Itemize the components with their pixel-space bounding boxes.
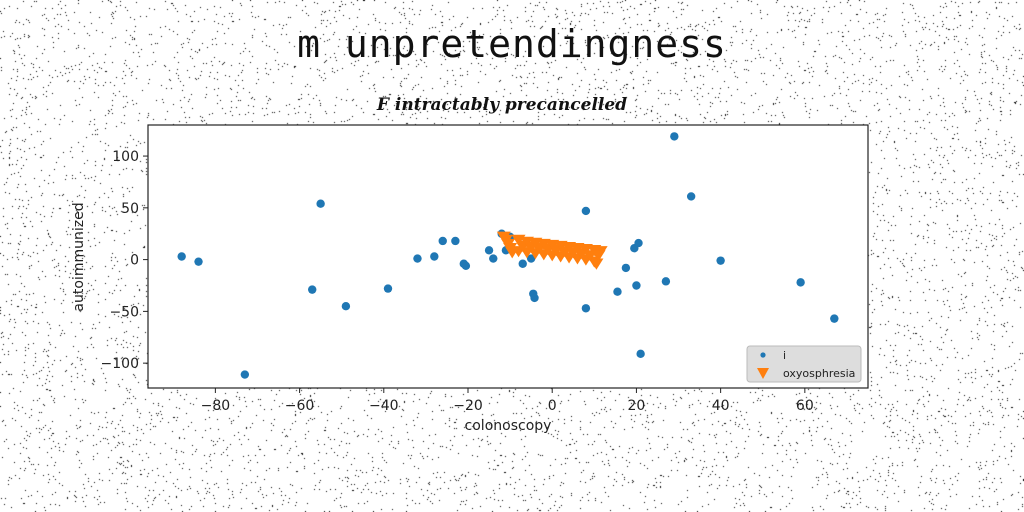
data-point-i <box>489 254 498 263</box>
legend-marker-oxyosphresia <box>757 368 769 379</box>
x-tick-label: −20 <box>453 398 483 414</box>
data-point-i <box>686 192 696 201</box>
y-tick-label: 0 <box>130 253 139 269</box>
x-tick-label: 40 <box>712 398 730 414</box>
data-point-i <box>177 252 186 261</box>
legend: i oxyosphresia <box>746 345 862 383</box>
data-point-i <box>413 254 422 263</box>
data-point-oxyosphresia <box>591 250 606 262</box>
data-point-i <box>451 236 460 246</box>
data-point-i <box>530 293 539 303</box>
data-point-i <box>581 206 591 216</box>
data-point-i <box>634 238 643 248</box>
data-point-i <box>316 199 325 208</box>
data-point-i <box>670 132 679 141</box>
y-tick-label: −50 <box>109 304 139 320</box>
x-tick-label: −80 <box>201 398 231 414</box>
data-point-i <box>613 287 622 296</box>
y-tick-label: 100 <box>112 149 139 165</box>
data-point-i <box>438 236 447 246</box>
data-point-i <box>430 252 439 261</box>
data-point-i <box>383 284 393 293</box>
legend-box <box>746 345 862 383</box>
data-point-i <box>830 314 839 323</box>
data-point-i <box>716 256 725 265</box>
data-point-i <box>194 257 203 266</box>
y-axis: −100 −50 0 50 100 <box>101 149 148 372</box>
x-tick-label: 20 <box>628 398 646 414</box>
x-axis: −80 −60 −40 −20 0 20 40 60 <box>201 388 814 414</box>
data-point-i <box>621 263 631 273</box>
x-tick-label: 60 <box>796 398 814 414</box>
x-axis-label: colonoscopy <box>465 418 552 434</box>
y-axis-label: autoimmunized <box>71 202 87 311</box>
chart-title: F intractably precancelled <box>376 95 627 115</box>
plot-area <box>147 124 869 389</box>
data-point-i <box>661 277 671 286</box>
data-point-i <box>526 254 536 263</box>
x-tick-label: 0 <box>548 398 557 414</box>
legend-label-oxyosphresia: oxyosphresia <box>783 367 855 380</box>
x-tick-label: −60 <box>285 398 315 414</box>
figure-title: m unpretendingness <box>297 22 727 66</box>
data-point-i <box>461 261 471 271</box>
data-point-i <box>308 285 317 294</box>
data-point-i <box>484 246 494 255</box>
legend-marker-i <box>760 352 766 358</box>
data-points <box>177 132 839 379</box>
data-point-i <box>581 304 591 313</box>
data-point-oxyosphresia <box>589 258 604 270</box>
legend-label-i: i <box>783 349 786 362</box>
y-tick-label: −100 <box>101 356 139 372</box>
data-point-i <box>636 349 645 359</box>
data-point-i <box>341 302 351 311</box>
data-point-i <box>796 278 805 287</box>
x-tick-label: −40 <box>369 398 399 414</box>
y-tick-label: 50 <box>121 201 139 217</box>
data-point-i <box>632 281 641 290</box>
data-point-i <box>518 259 527 268</box>
data-point-i <box>240 370 250 379</box>
